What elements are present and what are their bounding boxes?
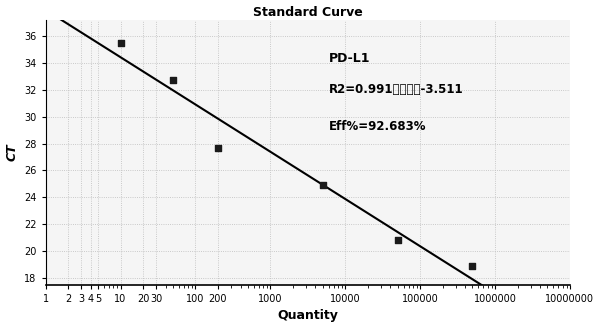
Point (467, 263, 477, 269)
Y-axis label: CT: CT (5, 143, 19, 161)
Point (318, 183, 328, 188)
Text: Eff%=92.683%: Eff%=92.683% (329, 120, 426, 133)
Point (213, 145, 223, 150)
Point (116, 40, 125, 45)
Text: PD-L1: PD-L1 (329, 51, 370, 65)
Point (168, 78, 178, 83)
Text: R2=0.991，斜率为-3.511: R2=0.991，斜率为-3.511 (329, 83, 463, 96)
X-axis label: Quantity: Quantity (277, 309, 338, 322)
Point (393, 238, 403, 243)
Title: Standard Curve: Standard Curve (253, 6, 362, 19)
